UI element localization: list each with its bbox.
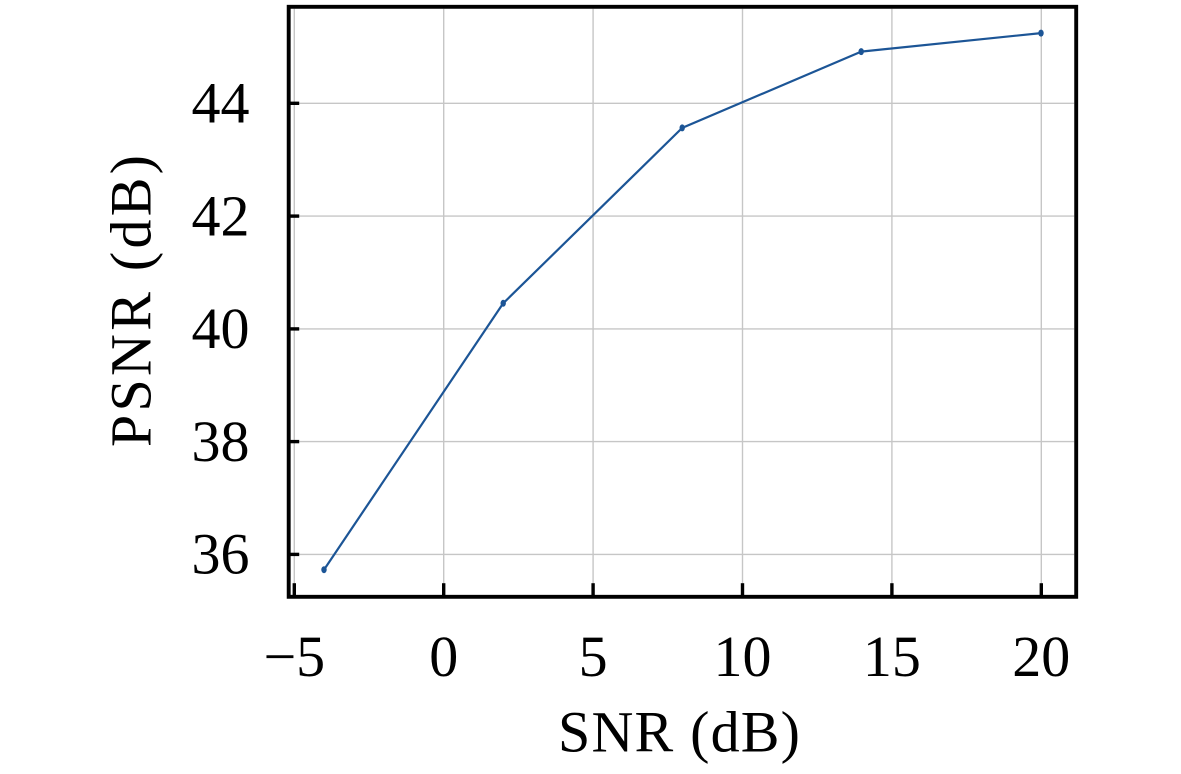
- svg-text:38: 38: [192, 409, 250, 474]
- svg-text:44: 44: [192, 71, 250, 136]
- svg-text:20: 20: [1012, 624, 1070, 689]
- svg-text:PSNR (dB): PSNR (dB): [99, 155, 164, 447]
- svg-text:42: 42: [192, 183, 250, 248]
- svg-text:15: 15: [863, 624, 921, 689]
- svg-text:40: 40: [192, 296, 250, 361]
- svg-text:10: 10: [714, 624, 772, 689]
- svg-text:0: 0: [429, 624, 458, 689]
- svg-text:5: 5: [579, 624, 608, 689]
- svg-text:−5: −5: [263, 624, 325, 689]
- svg-text:36: 36: [192, 522, 250, 587]
- svg-text:SNR (dB): SNR (dB): [558, 700, 800, 765]
